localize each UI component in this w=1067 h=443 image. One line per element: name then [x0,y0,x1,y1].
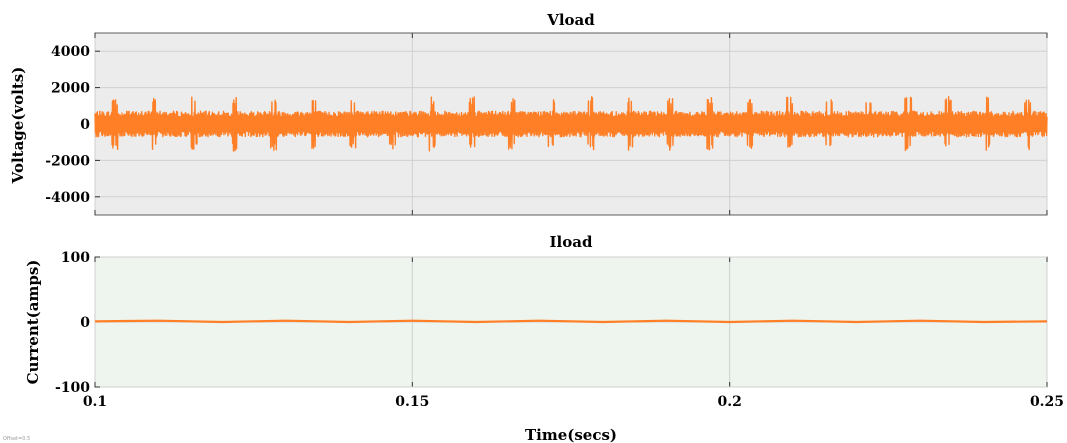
y-tick-label: 2000 [51,81,90,97]
series-vload [94,96,1048,152]
x-tick-label: 0.15 [395,394,429,410]
series-line [94,319,1048,324]
y-tick-label: 100 [61,250,90,266]
y-tick-label: 0 [80,117,90,133]
xticks-iload: 0.1 0.15 0.2 0.25 [83,394,1064,410]
y-axis-label-vload: Voltage(volts) [9,67,27,185]
yticks-vload: -4000 -2000 0 2000 4000 [45,44,90,206]
offset-label: Offset=0.5 [3,436,30,442]
yticks-iload: -100 0 100 [55,250,90,396]
y-tick-label: 0 [80,315,90,331]
y-tick-label: 4000 [51,44,90,60]
chart-title-iload: Iload [550,233,593,251]
x-tick-label: 0.2 [717,394,741,410]
x-tick-label: 0.1 [83,394,107,410]
subplot-vload: -4000 -2000 0 2000 4000 Vload Voltage(volts) [9,11,1048,216]
x-axis-label: Time(secs) [525,426,617,443]
chart-title-vload: Vload [546,11,595,29]
series-line [94,96,1048,152]
subplot-iload: -100 0 100 0.1 0.15 0.2 0.25 Iload Current(am… [24,233,1064,443]
y-axis-label-iload: Current(amps) [24,260,42,385]
x-tick-label: 0.25 [1030,394,1064,410]
series-iload [94,319,1048,324]
y-tick-label: -100 [55,380,90,396]
y-tick-label: -4000 [45,190,90,206]
y-tick-label: -2000 [45,153,90,169]
